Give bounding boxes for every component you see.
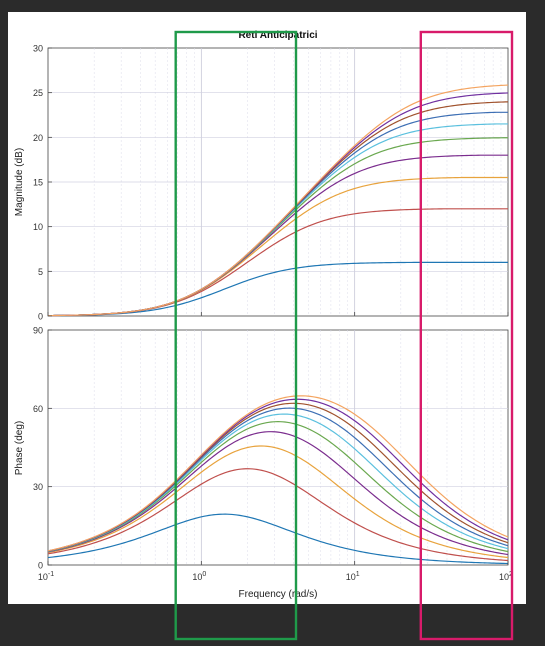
y-tick-label: 30 [33, 482, 43, 492]
x-axis-label: Frequency (rad/s) [239, 589, 318, 600]
magnitude-series [47, 84, 509, 317]
y-tick-label: 60 [33, 404, 43, 414]
magnitude-axes: 0 5 10 15 20 25 30 Magnitude (dB) [14, 44, 509, 322]
y-tick-label: 30 [33, 44, 43, 54]
magnitude-y-ticks: 0 5 10 15 20 25 30 [33, 44, 52, 322]
phase-series-line-3 [47, 445, 509, 559]
y-tick-label: 10 [33, 222, 43, 232]
y-tick-label: 5 [38, 267, 43, 277]
y-tick-label: 0 [38, 561, 43, 571]
phase-series-line-2 [47, 468, 509, 562]
phase-axes: 0 30 60 90 Phase (deg) [14, 326, 509, 571]
y-tick-label: 90 [33, 326, 43, 336]
phase-series-line-4 [47, 431, 509, 556]
y-tick-label: 25 [33, 88, 43, 98]
green-highlight-box [174, 30, 298, 641]
phase-series-line-1 [47, 513, 509, 565]
y-tick-label: 15 [33, 178, 43, 188]
phase-series [47, 395, 509, 565]
mag-series-line-10 [47, 84, 509, 317]
phase-y-axis-label: Phase (deg) [14, 421, 25, 475]
y-tick-label: 20 [33, 133, 43, 143]
mag-series-line-1 [47, 261, 508, 317]
phase-series-line-10 [47, 395, 509, 552]
x-tick-label: 100 [192, 571, 206, 582]
highlight-boxes [174, 30, 514, 641]
magenta-highlight-box [419, 30, 514, 641]
x-tick-label: 101 [346, 571, 360, 582]
phase-series-line-5 [47, 421, 509, 553]
phase-y-ticks: 0 30 60 90 [33, 326, 52, 571]
chart-title: Reti Anticipatrici [238, 30, 317, 41]
magnitude-y-axis-label: Magnitude (dB) [14, 148, 25, 216]
y-tick-label: 0 [38, 312, 43, 322]
x-tick-label: 10-1 [38, 571, 54, 582]
